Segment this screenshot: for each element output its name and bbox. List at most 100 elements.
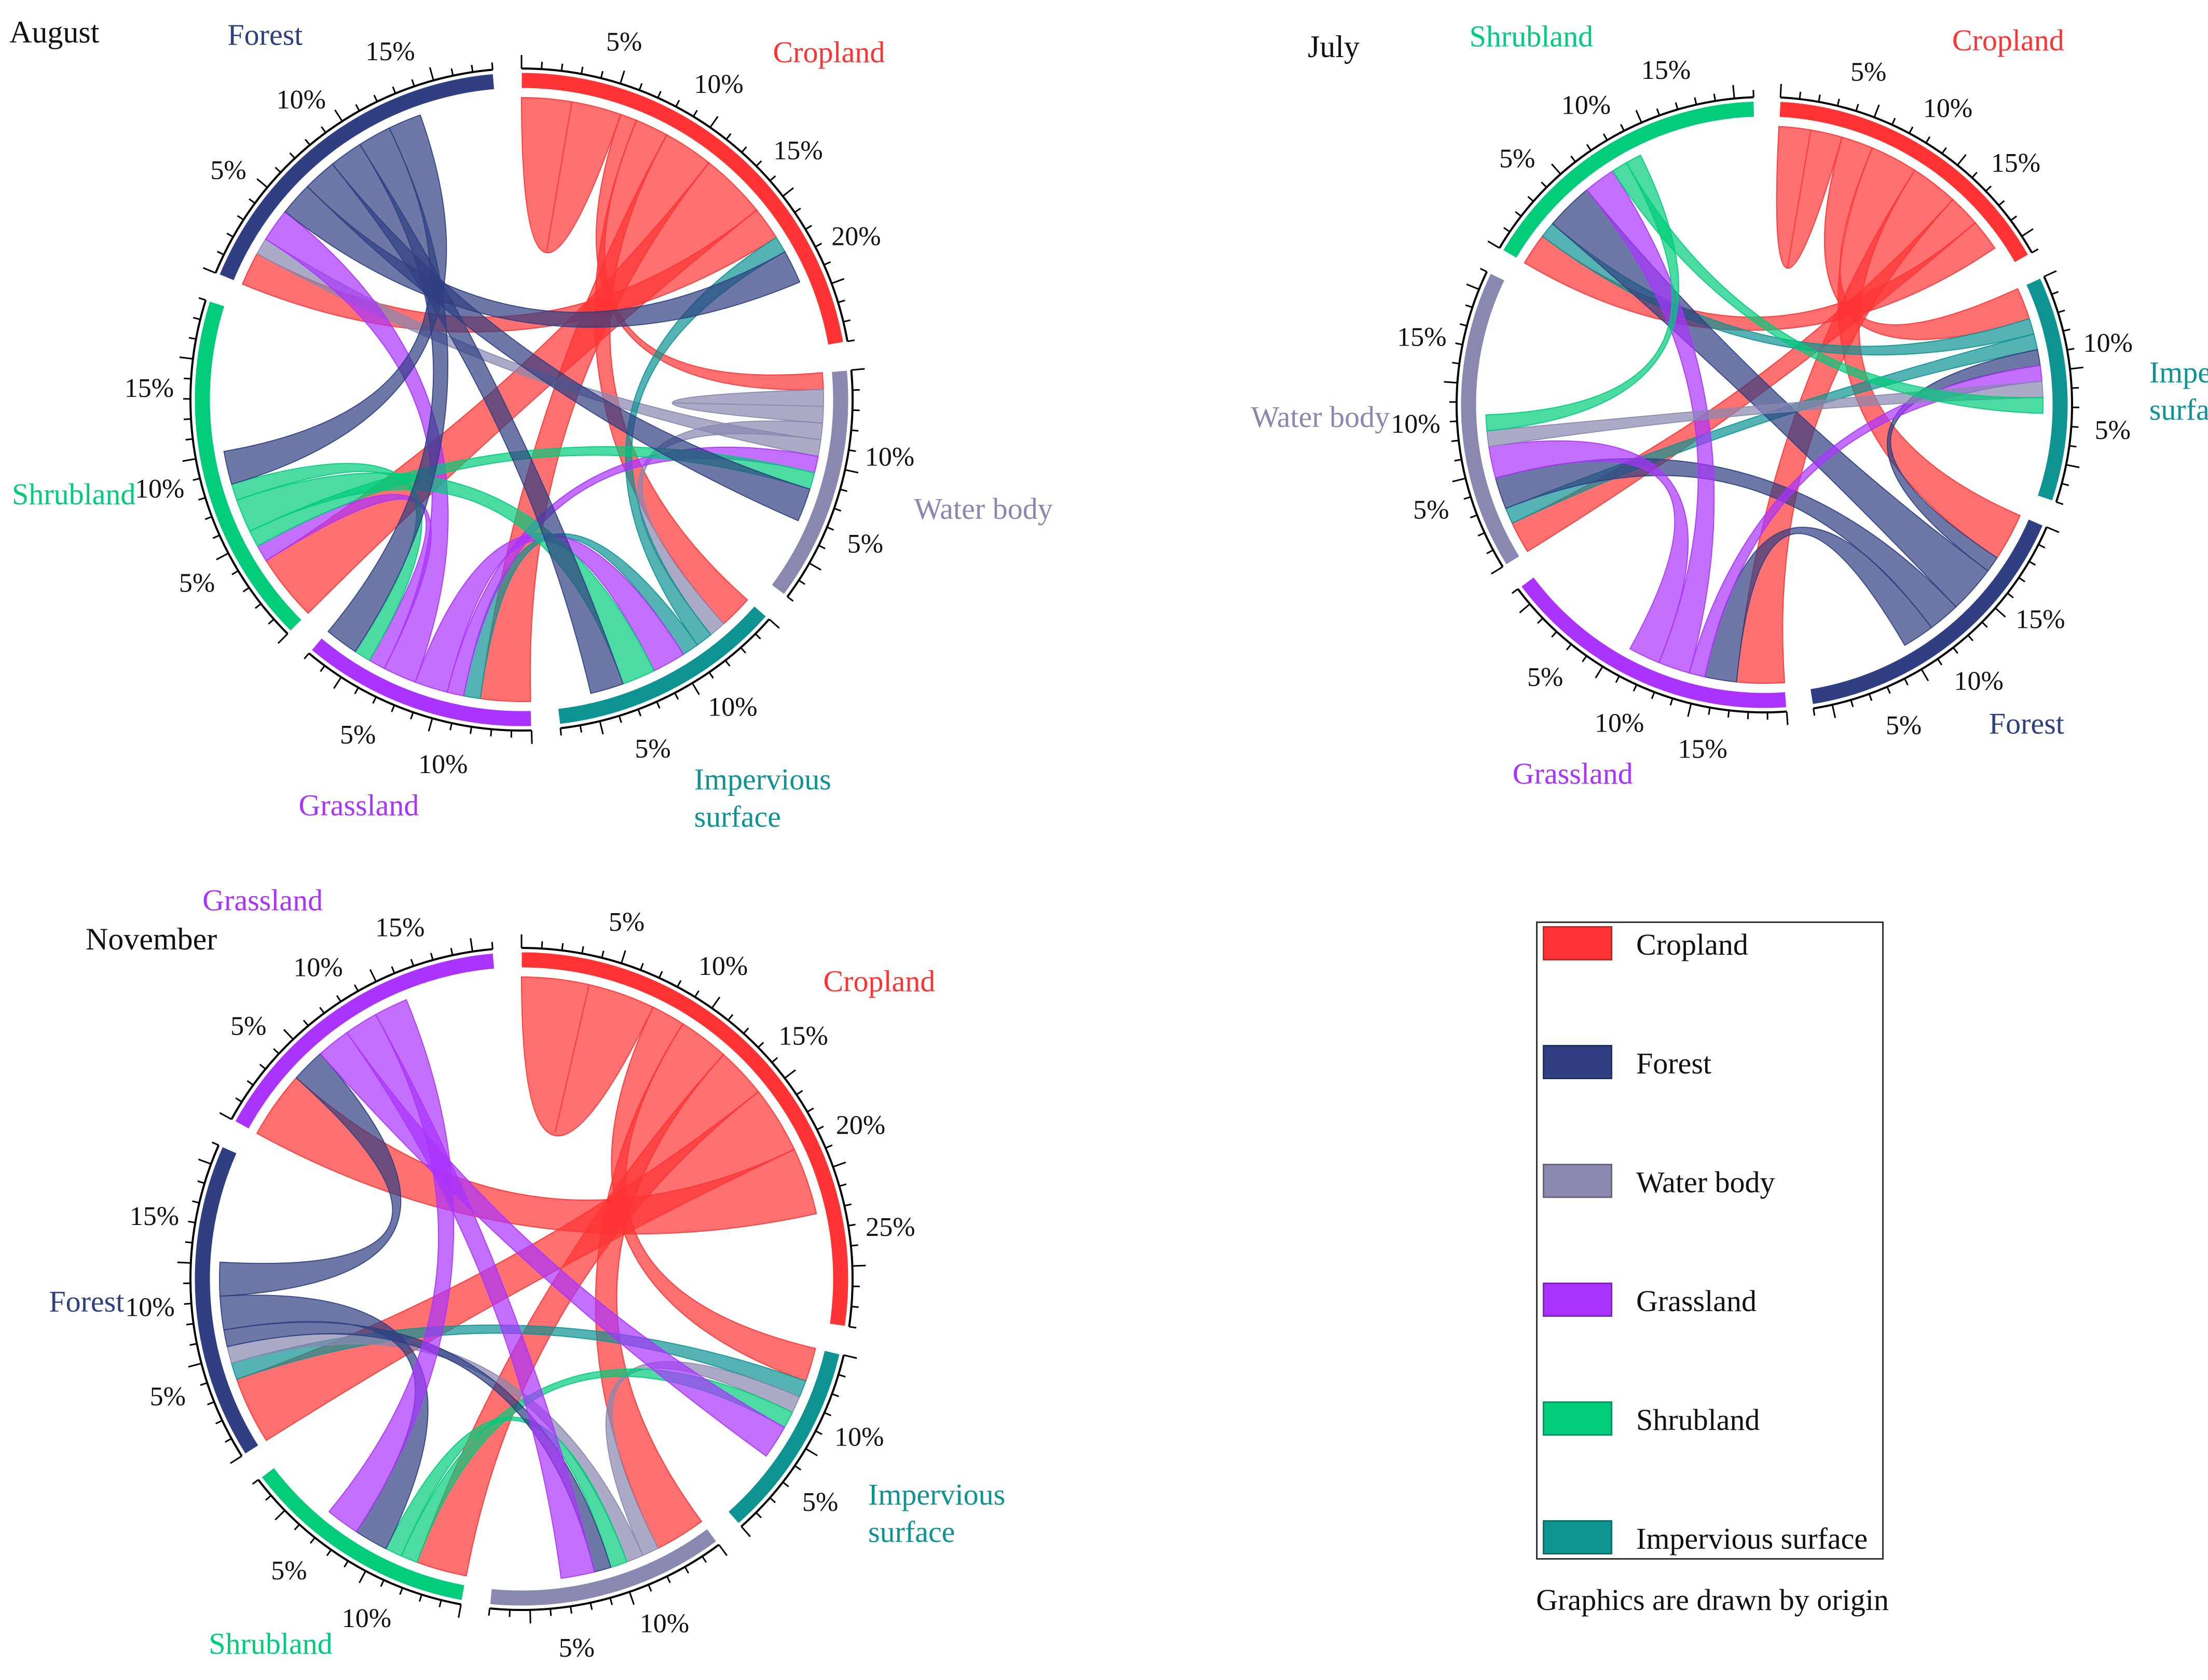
ribbon-forest-to-shrubland — [219, 1295, 429, 1550]
scale-tick — [304, 653, 310, 659]
scale-tick — [637, 709, 642, 717]
scale-tick — [580, 66, 584, 74]
ribbon-shrubland-to-water-body — [385, 1416, 628, 1568]
scale-tick — [815, 1430, 822, 1435]
scale-tick — [1831, 705, 1836, 719]
scale-tick — [589, 1602, 593, 1610]
tick-label: 20% — [836, 1111, 885, 1140]
scale-tick — [808, 562, 821, 571]
sector-impervious-surface: 10% 5% Impervious surface — [728, 1350, 1005, 1549]
legend-item-water-body: Water body — [1538, 1164, 1882, 1205]
category-label: Grassland — [298, 788, 419, 822]
scale-tick — [609, 1598, 613, 1605]
scale-tick — [294, 1524, 300, 1531]
sector-arc — [771, 370, 849, 595]
scale-tick — [2018, 577, 2025, 583]
scale-line — [214, 68, 493, 273]
sector-grassland: 15% 10% 5% Grassland — [1511, 576, 1789, 791]
category-label: Forest — [1989, 707, 2064, 740]
scale-tick — [756, 160, 762, 167]
scale-tick — [675, 100, 680, 107]
scale-tick — [1727, 710, 1730, 718]
tick-label: 10% — [865, 443, 914, 472]
scale-tick — [711, 996, 721, 1009]
tick-label: 10% — [1595, 708, 1644, 738]
scale-tick — [848, 1223, 856, 1227]
legend-item-forest: Forest — [1538, 1045, 1882, 1086]
scale-tick — [848, 449, 856, 452]
scale-tick — [818, 544, 826, 549]
scale-tick — [275, 1510, 285, 1521]
scale-tick — [2010, 215, 2018, 222]
scale-tick — [438, 1600, 442, 1607]
scale-tick — [658, 971, 663, 979]
scale-tick — [656, 701, 661, 709]
scale-tick — [1836, 99, 1840, 106]
scale-tick — [326, 1549, 332, 1557]
category-label: Water body — [1251, 400, 1390, 434]
tick-label: 5% — [606, 27, 642, 57]
scale-tick — [1455, 342, 1463, 346]
scale-tick — [470, 938, 474, 952]
scale-tick — [796, 1090, 803, 1096]
tick-label: 5% — [1850, 58, 1886, 87]
scale-tick — [1956, 154, 1967, 166]
tick-label: 5% — [210, 156, 246, 185]
sector-forest: 15% 10% 5% Forest — [1809, 519, 2065, 740]
tick-label: 25% — [866, 1213, 915, 1242]
tick-label: 15% — [773, 136, 822, 166]
ribbon-cropland-to-impervious-surface — [1823, 136, 2030, 340]
scale-tick — [831, 1393, 839, 1397]
tick-label: 5% — [559, 1633, 595, 1663]
tick-label: 15% — [778, 1021, 828, 1051]
scale-tick — [359, 1571, 366, 1583]
scale-tick — [219, 1112, 232, 1120]
scale-tick — [843, 319, 851, 323]
tick-label: 15% — [1397, 323, 1446, 352]
scale-tick — [189, 1343, 197, 1346]
scale-tick — [1855, 104, 1859, 112]
scale-tick — [1941, 147, 1947, 154]
scale-tick — [207, 1401, 215, 1406]
tick-label: 10% — [1923, 93, 1972, 123]
scale-tick — [2061, 483, 2069, 486]
scale-tick — [1651, 692, 1655, 699]
scale-tick — [601, 951, 605, 958]
tick-label: 15% — [1641, 56, 1691, 85]
scale-tick — [185, 438, 193, 441]
sector-arc — [219, 73, 495, 281]
ribbon-grassland-to-water-body — [1488, 440, 1689, 664]
tick-label: 10% — [1954, 666, 2003, 696]
scale-tick — [289, 152, 296, 159]
scale-tick — [1967, 635, 1973, 641]
scale-tick — [1925, 136, 1931, 144]
scale-tick — [758, 1042, 764, 1048]
chord-chart-november: November 5% 10% 15% 20% 25% Cropland 10% 5% Imper… — [49, 883, 1005, 1680]
ribbon-forest-to-grassland — [1704, 527, 1932, 683]
category-label: surface — [694, 800, 781, 834]
scale-tick — [1452, 362, 1460, 365]
scale-tick — [188, 1362, 202, 1368]
scale-tick — [303, 1020, 309, 1026]
ribbon-shrubland-to-grassland — [231, 463, 422, 662]
scale-tick — [1582, 655, 1587, 663]
scale-tick — [391, 705, 395, 712]
ribbon-cropland-to-cropland — [1776, 126, 1843, 269]
scale-tick — [2051, 291, 2059, 295]
scale-tick — [202, 267, 216, 274]
scale-tick — [843, 1354, 857, 1359]
scale-tick — [410, 712, 414, 720]
sector-shrubland: 5% 10% 15% Shrubland — [12, 297, 302, 644]
scale-tick — [188, 337, 197, 340]
scale-tick — [628, 1591, 635, 1605]
scale-tick — [794, 1465, 802, 1471]
scale-line — [521, 67, 849, 342]
scale-tick — [708, 671, 714, 679]
category-label: Forest — [227, 18, 303, 51]
scale-tick — [217, 251, 224, 256]
tick-label: 10% — [135, 474, 184, 504]
scale-tick — [728, 1014, 734, 1021]
scale-tick — [684, 1566, 690, 1574]
tick-label: 5% — [230, 1011, 266, 1041]
scale-tick — [186, 1323, 194, 1326]
